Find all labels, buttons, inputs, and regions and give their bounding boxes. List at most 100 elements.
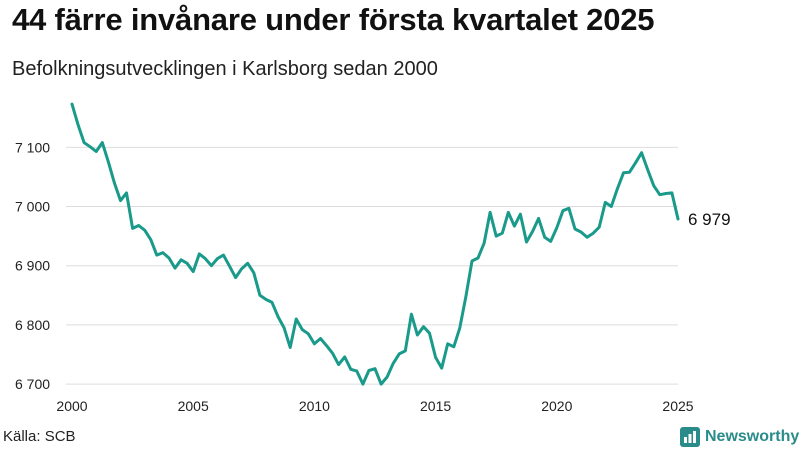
data-point	[119, 199, 122, 202]
data-point	[343, 355, 346, 359]
y-tick-label: 6 700	[15, 376, 50, 392]
data-point	[216, 257, 219, 260]
data-point	[76, 123, 80, 127]
data-point	[167, 256, 171, 260]
data-point	[428, 331, 431, 335]
data-point	[440, 366, 443, 370]
data-point	[192, 270, 195, 273]
y-tick-label: 7 000	[15, 199, 50, 215]
data-point	[210, 264, 213, 267]
data-point	[519, 213, 522, 216]
data-point	[367, 369, 371, 372]
data-point	[664, 192, 668, 195]
chart-subtitle: Befolkningsutvecklingen i Karlsborg seda…	[12, 58, 438, 80]
data-point	[337, 363, 340, 366]
data-point	[658, 193, 662, 196]
data-point	[222, 253, 225, 257]
data-point	[246, 262, 249, 265]
y-tick-label: 7 100	[15, 139, 50, 155]
data-point	[676, 217, 680, 221]
data-point	[161, 251, 165, 254]
data-point	[101, 141, 104, 144]
data-point	[434, 356, 437, 359]
data-point	[331, 352, 334, 355]
data-point	[295, 317, 298, 321]
data-point	[301, 328, 304, 331]
data-point	[82, 141, 86, 144]
data-point	[640, 151, 643, 154]
data-point	[355, 369, 359, 373]
data-point	[385, 375, 389, 379]
chart-title: 44 färre invånare under första kvartalet…	[12, 2, 655, 37]
data-point	[228, 265, 231, 268]
data-point	[452, 345, 455, 348]
data-point	[501, 231, 504, 235]
data-point	[252, 271, 255, 275]
data-point	[204, 257, 207, 260]
data-point	[482, 242, 486, 245]
data-point	[349, 368, 352, 371]
data-point	[95, 150, 98, 153]
data-point	[149, 238, 152, 241]
y-tick-label: 6 800	[15, 317, 50, 333]
data-point	[634, 161, 637, 164]
data-point	[670, 191, 674, 195]
x-tick-label: 2010	[299, 398, 330, 414]
data-point	[513, 224, 516, 228]
data-point	[70, 102, 74, 106]
data-point	[610, 205, 613, 208]
x-tick-label: 2000	[56, 398, 87, 414]
data-point	[125, 191, 128, 195]
data-point	[598, 226, 601, 229]
data-point	[470, 259, 474, 263]
series-layer	[70, 102, 680, 386]
data-point	[398, 352, 401, 356]
data-point	[410, 313, 413, 316]
gridlines	[66, 146, 678, 385]
data-point	[379, 382, 383, 386]
data-point	[137, 224, 140, 227]
data-point	[113, 181, 116, 185]
data-point	[288, 346, 292, 349]
data-point	[446, 342, 449, 346]
data-point	[531, 230, 534, 233]
data-point	[131, 227, 134, 230]
brand-logo: Newsworthy	[680, 427, 799, 447]
data-point	[416, 333, 419, 337]
data-point	[555, 226, 558, 230]
data-point	[549, 240, 552, 243]
data-point	[240, 267, 243, 270]
series-line	[70, 102, 680, 386]
x-tick-label: 2020	[541, 398, 572, 414]
data-point	[591, 231, 595, 235]
data-point	[458, 326, 462, 330]
data-point	[258, 294, 262, 297]
y-axis-tick-labels: 6 700 6 800 6 900 7 000 7 100	[15, 139, 50, 392]
data-point	[652, 184, 655, 188]
y-tick-label: 6 900	[15, 258, 50, 274]
data-point	[319, 337, 322, 340]
data-point	[179, 258, 183, 261]
data-point	[537, 217, 540, 220]
bar-chart-icon	[680, 427, 700, 447]
data-point	[313, 342, 316, 346]
data-point	[234, 276, 237, 279]
data-point	[391, 362, 395, 365]
data-point	[404, 349, 407, 353]
data-point	[173, 266, 177, 270]
data-point	[422, 325, 425, 328]
data-point	[464, 295, 468, 298]
data-point	[361, 382, 365, 386]
data-point	[525, 240, 528, 244]
data-point	[561, 209, 565, 212]
data-point	[270, 301, 274, 304]
data-point	[646, 168, 649, 172]
data-point	[543, 236, 546, 239]
data-point	[88, 145, 92, 148]
data-point	[616, 187, 619, 190]
data-point	[276, 315, 280, 318]
data-point	[567, 207, 571, 210]
data-point	[573, 227, 577, 231]
data-point	[282, 326, 286, 330]
